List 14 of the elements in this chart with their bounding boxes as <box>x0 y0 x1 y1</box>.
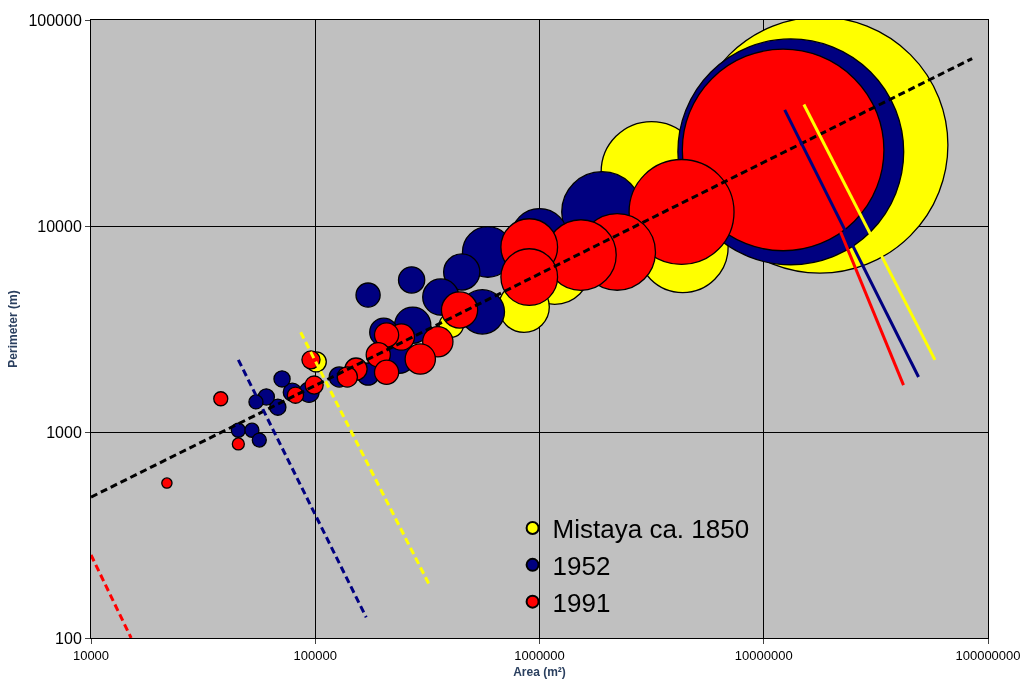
y-tick-label: 1000 <box>46 423 82 441</box>
y-tick-label: 100 <box>55 629 82 647</box>
x-tick-label: 100000000 <box>955 647 1021 663</box>
x-tick-label: 10000000 <box>734 647 793 663</box>
x-tick-label: 1000000 <box>514 647 565 663</box>
legend-label: 1952 <box>552 550 611 581</box>
y-tick-label: 100000 <box>28 11 82 29</box>
y-axis-title: Perimeter (m) <box>5 290 20 368</box>
x-axis-title: Area (m²) <box>513 665 566 680</box>
x-tick-label: 100000 <box>293 647 337 663</box>
legend-label: Mistaya ca. 1850 <box>552 514 750 545</box>
legend-label: 1991 <box>552 587 611 618</box>
x-tick-label: 10000 <box>72 647 110 663</box>
y-tick-label: 10000 <box>37 217 82 235</box>
